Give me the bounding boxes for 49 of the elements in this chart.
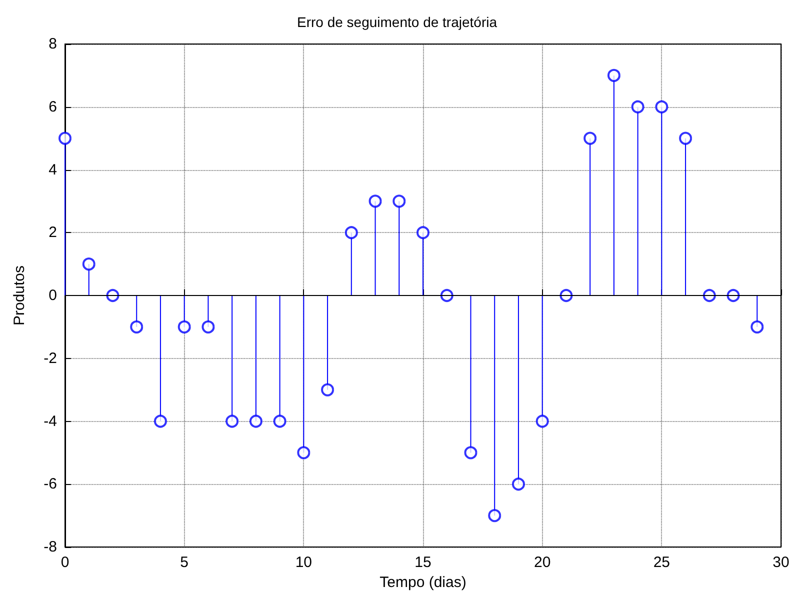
point [368,194,382,208]
chart-title: Erro de seguimento de trajetória [297,14,498,30]
point [344,226,358,240]
x-tick-label: 30 [772,554,790,571]
y-tick-label: 8 [48,36,57,52]
point [464,446,478,460]
y-tick-label: -8 [44,538,57,556]
y-tick-label: 6 [48,98,57,116]
point [249,414,262,428]
point [560,289,573,302]
point [512,478,525,491]
x-axis-title: Tempo (dias) [380,574,466,591]
point [679,132,692,145]
y-tick-label: 2 [48,224,57,242]
point [607,68,620,82]
y-tick-label: -4 [44,412,57,430]
point [488,509,502,522]
x-tick-label: 5 [180,554,189,571]
point [750,320,764,334]
y-tick-label: 4 [48,161,57,178]
point [726,289,740,302]
y-tick-label: -6 [44,476,57,493]
point [58,132,72,145]
x-tick-label: 20 [534,554,551,571]
point [631,100,644,114]
point [82,258,96,271]
point [655,100,668,114]
x-tick-label: 0 [60,554,70,571]
point [178,320,191,334]
point [392,194,406,208]
point [584,132,597,145]
point [106,289,120,302]
point [130,320,144,334]
point [321,383,334,396]
point [440,289,454,302]
point [702,289,716,302]
x-tick-label: 15 [414,554,432,571]
y-tick-label: 0 [48,287,57,304]
point [297,446,310,460]
point [154,414,167,428]
point [273,414,286,428]
point [226,414,239,428]
point [202,320,215,334]
x-tick-label: 10 [295,554,312,571]
point [416,226,430,240]
y-axis-title: Produtos [11,265,28,326]
x-tick-label: 25 [653,554,670,571]
point [536,414,549,428]
y-tick-label: -2 [44,350,57,367]
